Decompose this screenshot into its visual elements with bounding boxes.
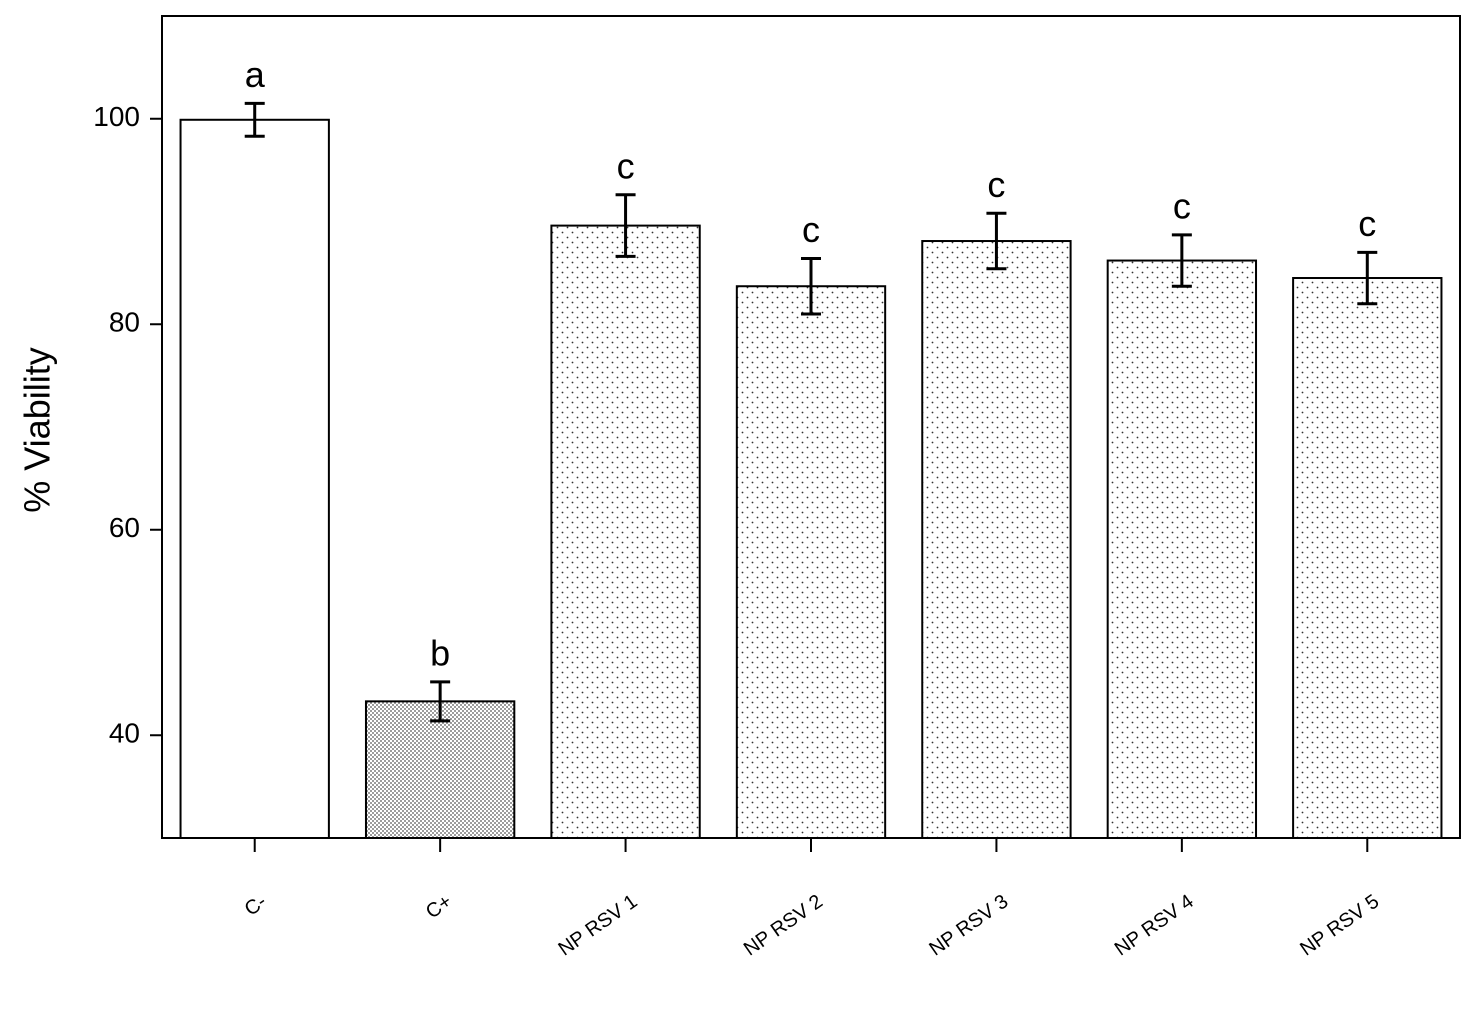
significance-letter: c	[617, 145, 635, 186]
error-bar	[1171, 233, 1192, 288]
significance-letter: b	[430, 632, 450, 673]
x-tick-label: NP RSV 2	[740, 890, 827, 960]
significance-letter: c	[1173, 185, 1191, 226]
error-bar	[615, 193, 636, 258]
error-bar	[801, 256, 821, 316]
bar	[364, 700, 516, 840]
x-tick-label: C+	[422, 890, 456, 923]
y-tick-label: 60	[109, 512, 140, 543]
error-bar	[430, 680, 451, 723]
plot-frame	[161, 15, 1461, 839]
x-tick-label: NP RSV 3	[925, 890, 1012, 960]
significance-letter: a	[245, 54, 266, 95]
bar	[1106, 259, 1258, 840]
y-tick-label: 100	[93, 101, 140, 132]
x-tick-label: NP RSV 4	[1111, 890, 1198, 960]
error-bar	[244, 101, 265, 138]
y-tick-label: 80	[109, 307, 140, 338]
significance-letter: c	[987, 164, 1005, 205]
significance-letter: c	[1358, 203, 1376, 244]
x-tick-label: C-	[241, 890, 271, 920]
error-bar	[986, 211, 1007, 271]
significance-letter: c	[802, 209, 820, 250]
bar	[735, 285, 887, 840]
x-tick-label: NP RSV 1	[554, 890, 641, 960]
y-tick-label: 40	[109, 718, 140, 749]
error-bar	[1357, 250, 1378, 306]
y-axis-label: % Viability	[17, 347, 58, 512]
bar	[179, 118, 330, 839]
bar	[921, 240, 1072, 839]
bar	[1292, 277, 1443, 839]
bar	[550, 224, 701, 840]
x-tick-label: NP RSV 5	[1296, 890, 1383, 960]
